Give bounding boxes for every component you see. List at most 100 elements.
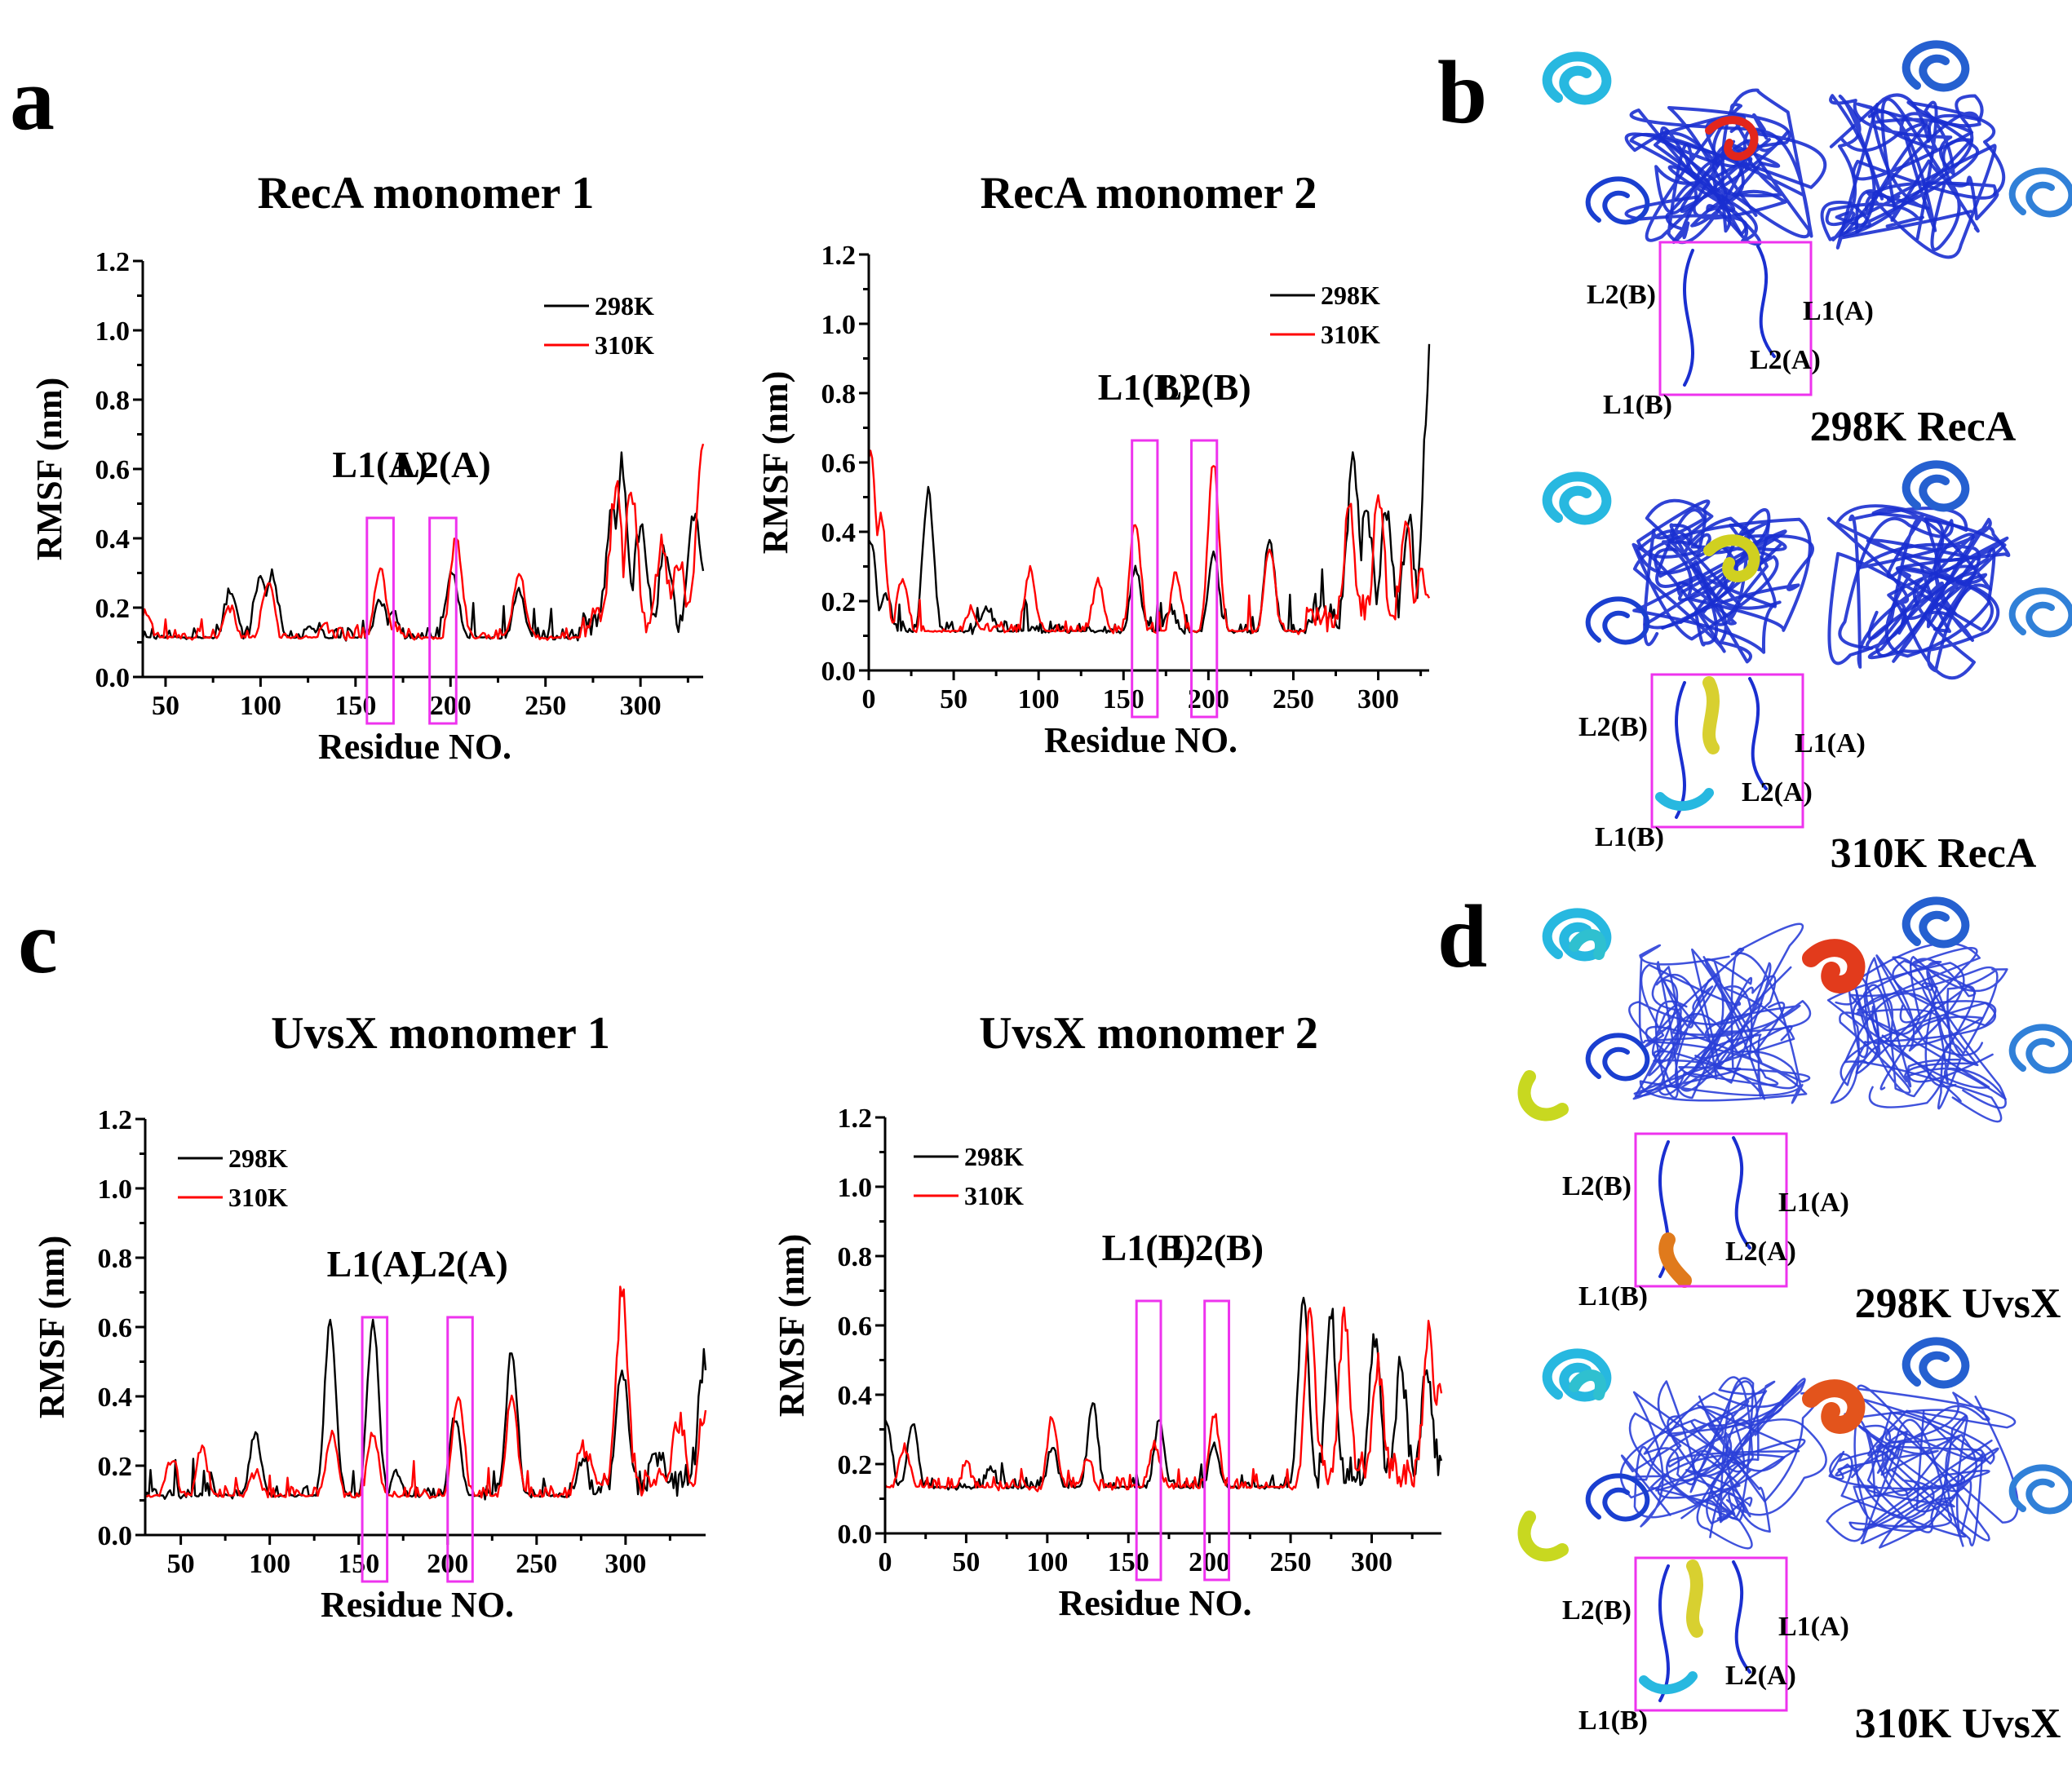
structure-caption: 310K UvsX: [1855, 1701, 2061, 1747]
flexible-loop-hotspot: [1802, 939, 1866, 993]
label-L2A: L2(A): [1742, 777, 1813, 807]
x-tick-label: 250: [516, 1549, 557, 1579]
loop-region-box: [1650, 673, 1804, 829]
flexible-loop-hotspot: [1702, 676, 1720, 754]
loop-highlight-box: [1135, 1299, 1162, 1582]
label-L2A: L2(A): [1750, 345, 1821, 375]
series-line-298K: [883, 1296, 1443, 1491]
structure-caption: 310K RecA: [1831, 830, 2037, 877]
surface-loop: [1585, 596, 1650, 645]
label-L1B: L1(B): [1595, 822, 1664, 852]
loop-highlight-box: [361, 1316, 389, 1583]
y-tick-label: 0.8: [821, 379, 857, 409]
x-tick-label: 150: [338, 1549, 379, 1579]
y-tick-label: 0.0: [821, 657, 857, 687]
surface-loop: [1569, 929, 1606, 960]
flexible-loop-hotspot: [1658, 1232, 1692, 1288]
backbone-ribbon: [1830, 961, 2007, 1109]
y-tick-label: 1.2: [838, 1104, 873, 1134]
y-tick-label: 1.0: [821, 310, 857, 340]
x-axis-title: Residue NO.: [321, 1585, 514, 1625]
flexible-loop-hotspot: [1517, 1070, 1569, 1121]
y-tick-label: 0.6: [98, 1313, 133, 1343]
label-L1B: L1(B): [1603, 390, 1672, 420]
surface-loop: [2008, 1464, 2072, 1515]
structure-310K-UvsX: L2(B) L1(A) L2(A) L1(B) 310K UvsX: [1517, 1337, 2072, 1747]
x-axis-title: Residue NO.: [1044, 720, 1237, 760]
y-tick-label: 0.2: [95, 594, 131, 624]
backbone-ribbon: [1838, 516, 1996, 663]
loop-ribbon: [1683, 249, 1694, 387]
loop-label: L2(A): [395, 444, 491, 485]
structure-310K-RecA: L2(B) L1(A) L2(A) L1(B) 310K RecA: [1542, 460, 2072, 877]
label-L2A: L2(A): [1725, 1661, 1796, 1691]
label-L2B: L2(B): [1587, 280, 1656, 310]
loop-highlight-box: [428, 516, 458, 725]
legend-label: 298K: [595, 291, 654, 321]
loop-highlight-box: [1131, 439, 1159, 719]
y-tick-label: 0.0: [98, 1521, 133, 1551]
series-line-310K: [141, 443, 705, 641]
x-tick-label: 100: [1018, 684, 1060, 714]
x-tick-label: 250: [525, 691, 566, 721]
legend-label: 310K: [964, 1181, 1024, 1210]
label-L2B: L2(B): [1562, 1595, 1631, 1626]
x-axis-title: Residue NO.: [1058, 1583, 1251, 1623]
x-tick-label: 0: [862, 684, 876, 714]
surface-loop: [1902, 1337, 1970, 1389]
legend-label: 310K: [228, 1183, 288, 1212]
chart-recA-monomer-2: RecA monomer 2 0.0 0.2 0.4 0.6 0.8 1.0 1.2 0 50 10…: [755, 168, 1431, 760]
label-L1A: L1(A): [1778, 1612, 1849, 1642]
loop-label: L2(B): [1170, 1227, 1264, 1268]
y-tick-label: 0.8: [95, 386, 131, 416]
loop-highlight-box: [365, 516, 395, 725]
loop-label: L1(A): [327, 1243, 423, 1285]
flexible-loop-hotspot: [1686, 1559, 1703, 1638]
surface-loop: [1585, 1473, 1650, 1522]
y-tick-label: 1.0: [838, 1173, 873, 1203]
x-tick-label: 200: [1188, 684, 1229, 714]
y-tick-label: 0.6: [838, 1312, 873, 1342]
flexible-loop-hotspot: [1802, 1379, 1866, 1434]
loop-region-box: [1658, 241, 1813, 396]
x-tick-label: 300: [1357, 684, 1399, 714]
y-axis-title: RMSF (nm): [29, 378, 69, 560]
backbone-ribbon: [1827, 517, 2011, 666]
y-tick-label: 0.2: [821, 587, 857, 617]
series-line-298K: [141, 451, 705, 642]
y-axis-title: RMSF (nm): [32, 1236, 72, 1418]
x-tick-label: 300: [620, 691, 662, 721]
chart-title: UvsX monomer 2: [979, 1008, 1318, 1059]
loop-ribbon: [1732, 1136, 1751, 1250]
structure-298K-RecA: L2(B) L1(A) L2(A) L1(B) 298K RecA: [1542, 40, 2072, 450]
surface-loop: [1585, 176, 1650, 225]
backbone-ribbon: [1631, 499, 1812, 653]
surface-loop: [1542, 51, 1612, 105]
x-tick-label: 100: [1026, 1547, 1068, 1577]
label-L2B: L2(B): [1562, 1171, 1631, 1201]
loop-ribbon: [1748, 677, 1768, 790]
flexible-loop-hotspot: [1705, 116, 1759, 161]
x-tick-label: 50: [940, 684, 967, 714]
series-line-310K: [867, 449, 1431, 635]
label-L1B: L1(B): [1578, 1705, 1648, 1736]
legend-label: 298K: [228, 1144, 288, 1173]
label-L2B: L2(B): [1578, 712, 1648, 742]
y-tick-label: 0.6: [95, 455, 131, 485]
y-tick-label: 0.4: [821, 518, 857, 548]
backbone-ribbon: [1639, 922, 1811, 1104]
x-tick-label: 50: [952, 1547, 980, 1577]
y-tick-label: 0.6: [821, 449, 857, 479]
backbone-ribbon: [1835, 1384, 2017, 1542]
panel-letter-a: a: [10, 49, 55, 148]
x-tick-label: 150: [1103, 684, 1144, 714]
backbone-ribbon: [1649, 1377, 1819, 1550]
label-L1A: L1(A): [1795, 728, 1866, 759]
loop-label: L1(B): [1102, 1227, 1196, 1268]
x-tick-label: 200: [430, 691, 472, 721]
surface-loop: [2008, 587, 2072, 638]
loop-highlight-box: [1203, 1299, 1231, 1582]
x-tick-label: 50: [152, 691, 179, 721]
loop-label: L2(A): [412, 1243, 508, 1285]
